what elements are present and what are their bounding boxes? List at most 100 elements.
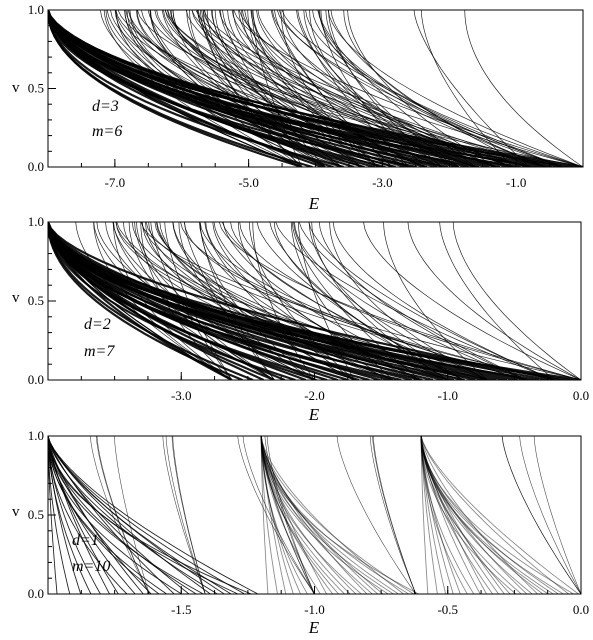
cusp-curve-16 [170, 10, 583, 167]
y-tick-label: 1.0 [28, 2, 44, 17]
isolated-curve [260, 436, 315, 594]
y-tick-label: 0.5 [28, 81, 44, 96]
cusp-curve-16 [203, 10, 583, 167]
panel-top-plot [48, 10, 583, 167]
y-tick-label: 0.0 [28, 372, 44, 387]
band-curve [48, 10, 344, 167]
cusp-curve-14 [137, 10, 547, 167]
cusp-curve-9 [199, 222, 527, 380]
cusp-curve-5 [149, 10, 393, 167]
band-0-curve [48, 436, 197, 594]
band-0-curve [48, 436, 182, 594]
cusp-curve-5 [199, 222, 422, 380]
cusp-curve-15 [319, 10, 564, 167]
cusp-curve-1 [128, 222, 275, 380]
band-0-curve [48, 436, 252, 594]
cusp-curve-6 [222, 222, 448, 380]
band-2-curve [420, 436, 528, 594]
cusp-curve-2 [136, 222, 315, 380]
band-curve [48, 10, 573, 167]
panel-0-curves [48, 10, 583, 167]
band-2-curve [420, 436, 522, 594]
band-2-curve [420, 436, 554, 594]
band-2-curve [420, 436, 468, 594]
envelope-curve [48, 10, 303, 167]
cusp-curve-14 [343, 10, 547, 167]
cusp-curve-7 [142, 222, 464, 380]
cusp-curve-2 [264, 436, 315, 594]
x-tick-label: -7.0 [105, 175, 126, 190]
band-2-curve [420, 436, 511, 594]
band-1-curve [260, 436, 384, 594]
band-1-curve [260, 436, 394, 594]
cusp-curve-9 [309, 10, 460, 167]
cusp-curve-9 [129, 10, 460, 167]
cusp-curve-11 [156, 10, 497, 167]
cusp-curve-11 [218, 222, 581, 380]
cusp-curve-1 [113, 222, 275, 380]
cusp-curve-13 [413, 10, 530, 167]
y-tick-label: 1.0 [28, 428, 44, 443]
cusp-curve-5 [105, 10, 393, 167]
cusp-curve-1 [100, 10, 326, 167]
cusp-curve-7 [154, 10, 426, 167]
band-2-curve [420, 436, 438, 594]
y-tick-label: 0.5 [28, 293, 44, 308]
band-curve [48, 222, 402, 380]
x-tick-label: -2.0 [304, 388, 325, 403]
cusp-curve-0 [95, 436, 150, 594]
cusp-curve-11 [185, 10, 497, 167]
cusp-curve-0 [90, 436, 150, 594]
band-0-curve [48, 436, 218, 594]
band-2-curve [420, 436, 559, 594]
panel-middle-annotation-d: d=2 [84, 316, 111, 333]
cusp-curve-3 [372, 436, 417, 594]
band-2-curve [420, 436, 505, 594]
band-2-curve [420, 436, 549, 594]
panel-bottom-ticks: -1.5 -1.0 -0.5 0.0 0.0 0.5 1.0 [28, 428, 589, 617]
cusp-curve-0 [106, 10, 303, 167]
panel-bottom-frame [47, 435, 582, 595]
cusp-curve-1 [165, 436, 206, 594]
panel-1-curves [48, 222, 581, 380]
envelope-curve [48, 222, 233, 380]
band-1-curve [260, 436, 339, 594]
panel-bottom-xlabel: E [308, 618, 320, 637]
band-1-curve [260, 436, 278, 594]
band-2-curve [420, 436, 481, 594]
band-2-curve [420, 436, 475, 594]
cusp-curve-13 [330, 10, 530, 167]
cusp-curve-16 [464, 10, 583, 167]
cusp-curve-0 [93, 222, 233, 380]
panel-top: v -7.0 -5.0 -3.0 -1.0 0.0 0.5 1.0 d=3 m=6 E [12, 2, 584, 213]
cusp-curve-15 [191, 10, 563, 167]
band-2-curve [420, 436, 487, 594]
panel-bottom-annotation-m: m=10 [72, 558, 110, 575]
cusp-curve-9 [131, 222, 527, 380]
band-1-curve [260, 436, 287, 594]
cusp-curve-7 [241, 10, 426, 167]
x-tick-label: -3.0 [372, 175, 393, 190]
cusp-curve-13 [204, 10, 530, 167]
cusp-curve-11 [140, 222, 581, 380]
cusp-curve-10 [308, 222, 555, 380]
cusp-curve-4 [290, 222, 394, 380]
cusp-curve-11 [238, 10, 497, 167]
panel-top-ylabel: v [12, 80, 20, 96]
cusp-curve-2 [115, 10, 343, 167]
cusp-curve-4 [501, 436, 581, 594]
band-1-curve [260, 436, 308, 594]
cusp-curve-2 [199, 222, 315, 380]
x-tick-label: -1.0 [437, 388, 458, 403]
band-2-curve [420, 436, 454, 594]
cusp-curve-4 [159, 222, 394, 380]
cusp-curve-7 [227, 10, 426, 167]
cusp-curve-6 [269, 222, 448, 380]
band-0-curve [48, 436, 232, 594]
cusp-curve-1 [134, 222, 275, 380]
cusp-curve-6 [154, 222, 448, 380]
cusp-curve-0 [112, 222, 233, 380]
cusp-curve-7 [273, 222, 464, 380]
cusp-curve-2 [105, 222, 315, 380]
